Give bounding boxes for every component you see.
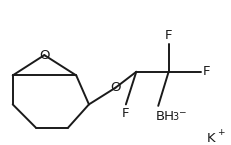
Text: +: +: [217, 128, 224, 137]
Text: F: F: [203, 65, 210, 78]
Text: F: F: [165, 29, 172, 42]
Text: K: K: [207, 132, 215, 145]
Text: F: F: [122, 107, 130, 120]
Text: O: O: [39, 49, 50, 62]
Text: O: O: [110, 81, 121, 94]
Text: 3: 3: [172, 112, 178, 122]
Text: −: −: [178, 107, 186, 116]
Text: BH: BH: [156, 110, 175, 123]
